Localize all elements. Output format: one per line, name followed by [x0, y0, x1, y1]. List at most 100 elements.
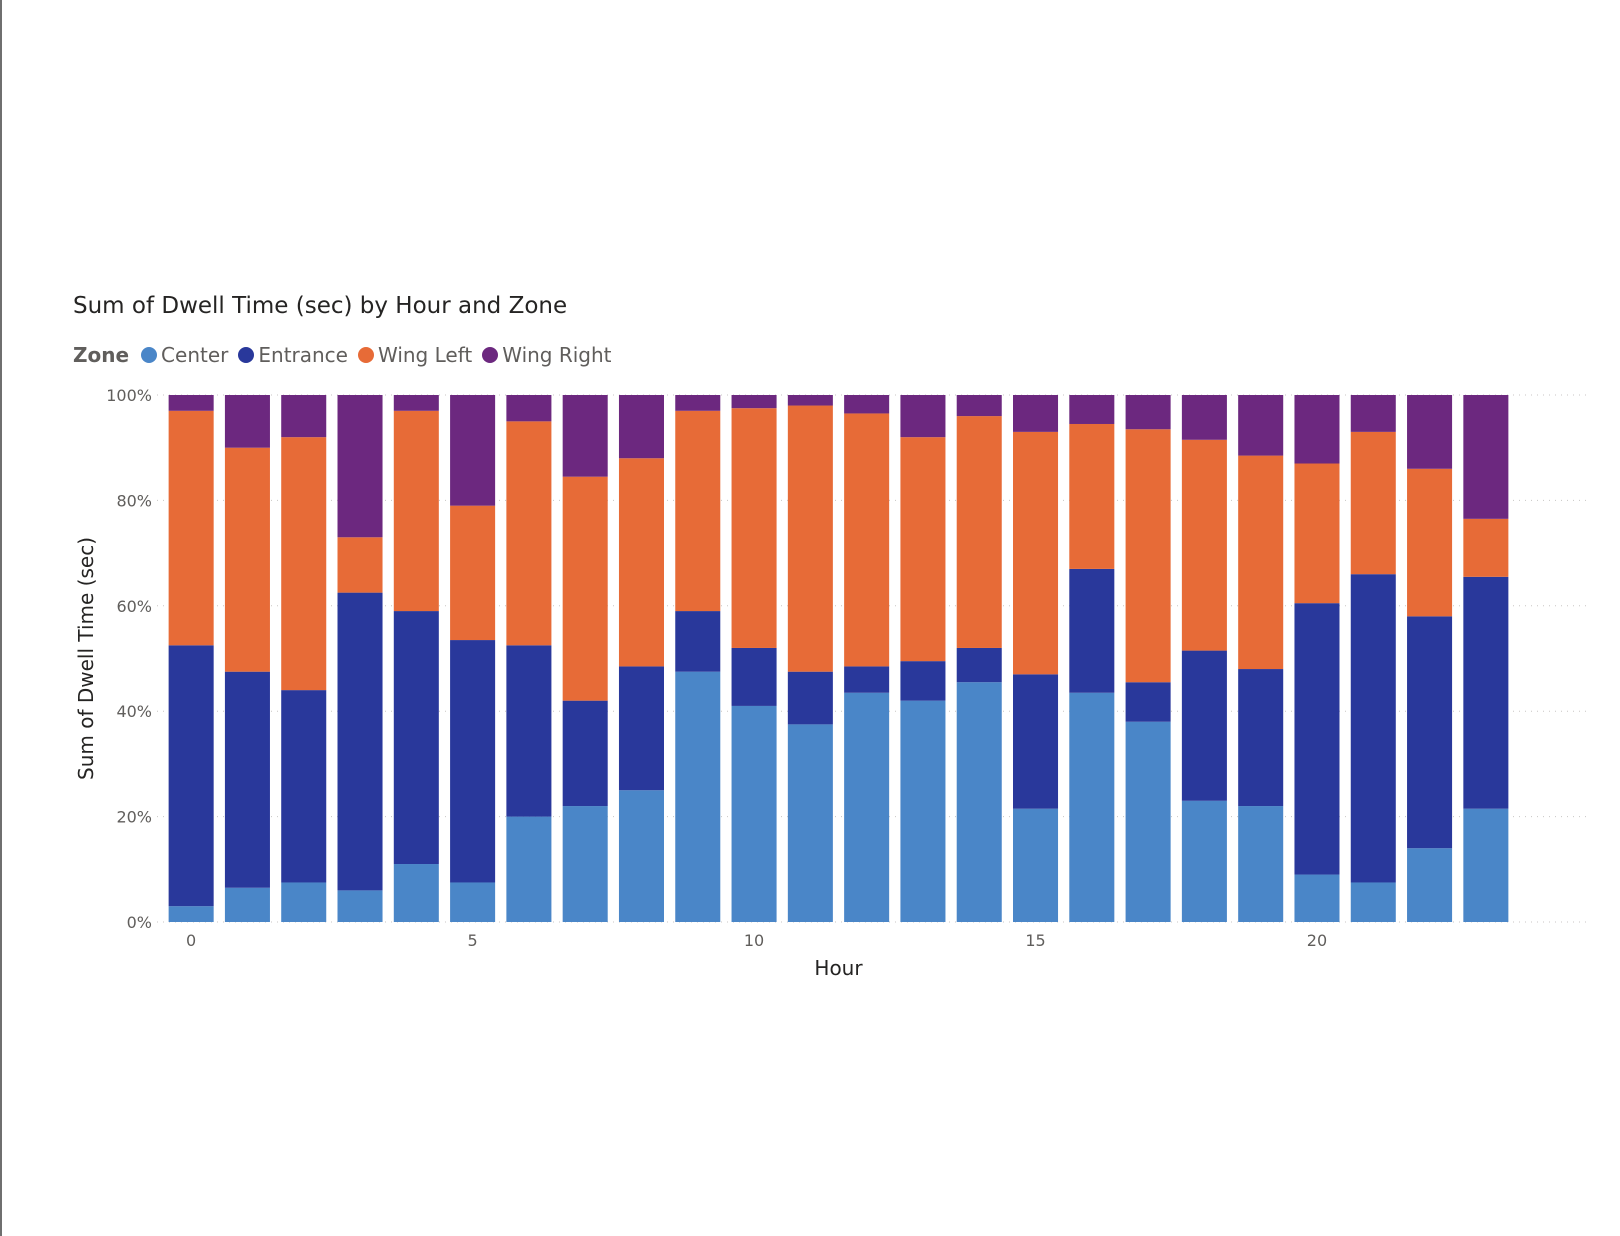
bar-segment-center[interactable]: [562, 806, 608, 922]
bar-segment-center[interactable]: [1125, 721, 1171, 922]
bar-segment-center[interactable]: [1013, 808, 1059, 922]
bar-segment-wing-right[interactable]: [844, 395, 890, 414]
bar-segment-wing-left[interactable]: [787, 405, 833, 672]
bar-segment-center[interactable]: [1463, 808, 1509, 922]
bar-segment-wing-left[interactable]: [900, 437, 946, 662]
bar-segment-center[interactable]: [900, 700, 946, 922]
legend-item-entrance[interactable]: Entrance: [238, 343, 348, 367]
bar-segment-center[interactable]: [1294, 874, 1340, 922]
bar-segment-center[interactable]: [1069, 692, 1115, 922]
bar-segment-center[interactable]: [731, 705, 777, 922]
bar-segment-center[interactable]: [337, 890, 383, 922]
bar-segment-wing-left[interactable]: [450, 505, 496, 641]
bar-segment-entrance[interactable]: [506, 645, 552, 817]
bar-segment-wing-left[interactable]: [1350, 431, 1396, 575]
bar-segment-wing-right[interactable]: [1407, 395, 1453, 469]
bar-segment-entrance[interactable]: [618, 666, 664, 791]
bar-segment-wing-left[interactable]: [956, 416, 1002, 648]
bar-segment-entrance[interactable]: [900, 661, 946, 701]
bar-segment-entrance[interactable]: [393, 611, 439, 865]
bar-segment-center[interactable]: [618, 790, 664, 922]
bar-segment-entrance[interactable]: [787, 671, 833, 725]
bar-segment-entrance[interactable]: [1181, 650, 1227, 801]
bar-segment-wing-left[interactable]: [731, 408, 777, 648]
bar-segment-entrance[interactable]: [224, 671, 270, 888]
bar-segment-center[interactable]: [1407, 848, 1453, 922]
bar-segment-wing-right[interactable]: [1463, 395, 1509, 519]
bar-segment-wing-left[interactable]: [224, 447, 270, 672]
bar-segment-wing-left[interactable]: [281, 437, 327, 691]
bar-segment-wing-left[interactable]: [168, 410, 214, 646]
bar-segment-center[interactable]: [1350, 882, 1396, 922]
bar-segment-entrance[interactable]: [1069, 568, 1115, 693]
bar-segment-wing-right[interactable]: [1013, 395, 1059, 432]
bar-segment-entrance[interactable]: [1463, 576, 1509, 809]
bar-segment-center[interactable]: [450, 882, 496, 922]
bar-segment-entrance[interactable]: [731, 647, 777, 706]
legend-item-center[interactable]: Center: [141, 343, 228, 367]
bar-segment-wing-left[interactable]: [1407, 468, 1453, 617]
bar-segment-wing-right[interactable]: [337, 395, 383, 538]
bar-segment-wing-left[interactable]: [1238, 455, 1284, 670]
bar-segment-entrance[interactable]: [1350, 574, 1396, 883]
bar-segment-wing-left[interactable]: [1463, 518, 1509, 577]
bar-segment-wing-right[interactable]: [393, 395, 439, 411]
bar-segment-wing-left[interactable]: [844, 413, 890, 667]
bar-segment-center[interactable]: [506, 816, 552, 922]
bar-segment-wing-right[interactable]: [675, 395, 721, 411]
bar-segment-wing-right[interactable]: [168, 395, 214, 411]
bar-segment-wing-right[interactable]: [618, 395, 664, 459]
bar-segment-entrance[interactable]: [1238, 669, 1284, 807]
bar-segment-center[interactable]: [1181, 800, 1227, 922]
bar-segment-wing-left[interactable]: [1013, 431, 1059, 675]
legend-item-wing-left[interactable]: Wing Left: [357, 343, 472, 367]
bar-segment-center[interactable]: [956, 682, 1002, 922]
bar-segment-wing-right[interactable]: [1069, 395, 1115, 424]
bar-segment-center[interactable]: [1238, 806, 1284, 922]
bar-segment-wing-left[interactable]: [562, 476, 608, 701]
bar-segment-center[interactable]: [844, 692, 890, 922]
bar-segment-wing-right[interactable]: [450, 395, 496, 506]
bar-segment-wing-right[interactable]: [506, 395, 552, 422]
bar-segment-wing-right[interactable]: [900, 395, 946, 438]
bar-segment-wing-left[interactable]: [393, 410, 439, 612]
bar-segment-wing-right[interactable]: [1181, 395, 1227, 440]
bar-segment-wing-left[interactable]: [675, 410, 721, 612]
bar-segment-entrance[interactable]: [450, 640, 496, 883]
bar-segment-center[interactable]: [393, 864, 439, 922]
legend-item-wing-right[interactable]: Wing Right: [482, 343, 612, 367]
bar-segment-wing-left[interactable]: [1125, 429, 1171, 683]
bar-segment-wing-right[interactable]: [1125, 395, 1171, 430]
bar-segment-wing-right[interactable]: [731, 395, 777, 409]
bar-segment-wing-right[interactable]: [956, 395, 1002, 417]
bar-segment-entrance[interactable]: [562, 700, 608, 807]
bar-segment-center[interactable]: [675, 671, 721, 922]
bar-segment-center[interactable]: [224, 887, 270, 922]
bar-segment-wing-left[interactable]: [506, 421, 552, 646]
bar-segment-wing-left[interactable]: [1181, 439, 1227, 651]
bar-segment-wing-right[interactable]: [787, 395, 833, 406]
bar-segment-entrance[interactable]: [956, 647, 1002, 683]
bar-segment-wing-right[interactable]: [224, 395, 270, 448]
bar-segment-wing-left[interactable]: [337, 537, 383, 593]
bar-segment-entrance[interactable]: [281, 690, 327, 883]
bar-segment-wing-right[interactable]: [1238, 395, 1284, 456]
bar-segment-wing-right[interactable]: [1294, 395, 1340, 464]
bar-segment-entrance[interactable]: [844, 666, 890, 693]
bar-segment-entrance[interactable]: [1294, 603, 1340, 875]
bar-segment-center[interactable]: [168, 906, 214, 922]
bar-segment-entrance[interactable]: [1013, 674, 1059, 809]
bar-segment-entrance[interactable]: [1125, 682, 1171, 722]
bar-segment-wing-left[interactable]: [1294, 463, 1340, 604]
bar-segment-entrance[interactable]: [337, 592, 383, 891]
bar-segment-entrance[interactable]: [1407, 616, 1453, 849]
bar-segment-entrance[interactable]: [168, 645, 214, 907]
bar-segment-wing-right[interactable]: [281, 395, 327, 438]
bar-segment-center[interactable]: [281, 882, 327, 922]
bar-segment-wing-right[interactable]: [562, 395, 608, 477]
bar-segment-entrance[interactable]: [675, 611, 721, 672]
bar-segment-wing-left[interactable]: [618, 458, 664, 667]
bar-segment-wing-left[interactable]: [1069, 423, 1115, 569]
bar-segment-wing-right[interactable]: [1350, 395, 1396, 432]
bar-segment-center[interactable]: [787, 724, 833, 922]
